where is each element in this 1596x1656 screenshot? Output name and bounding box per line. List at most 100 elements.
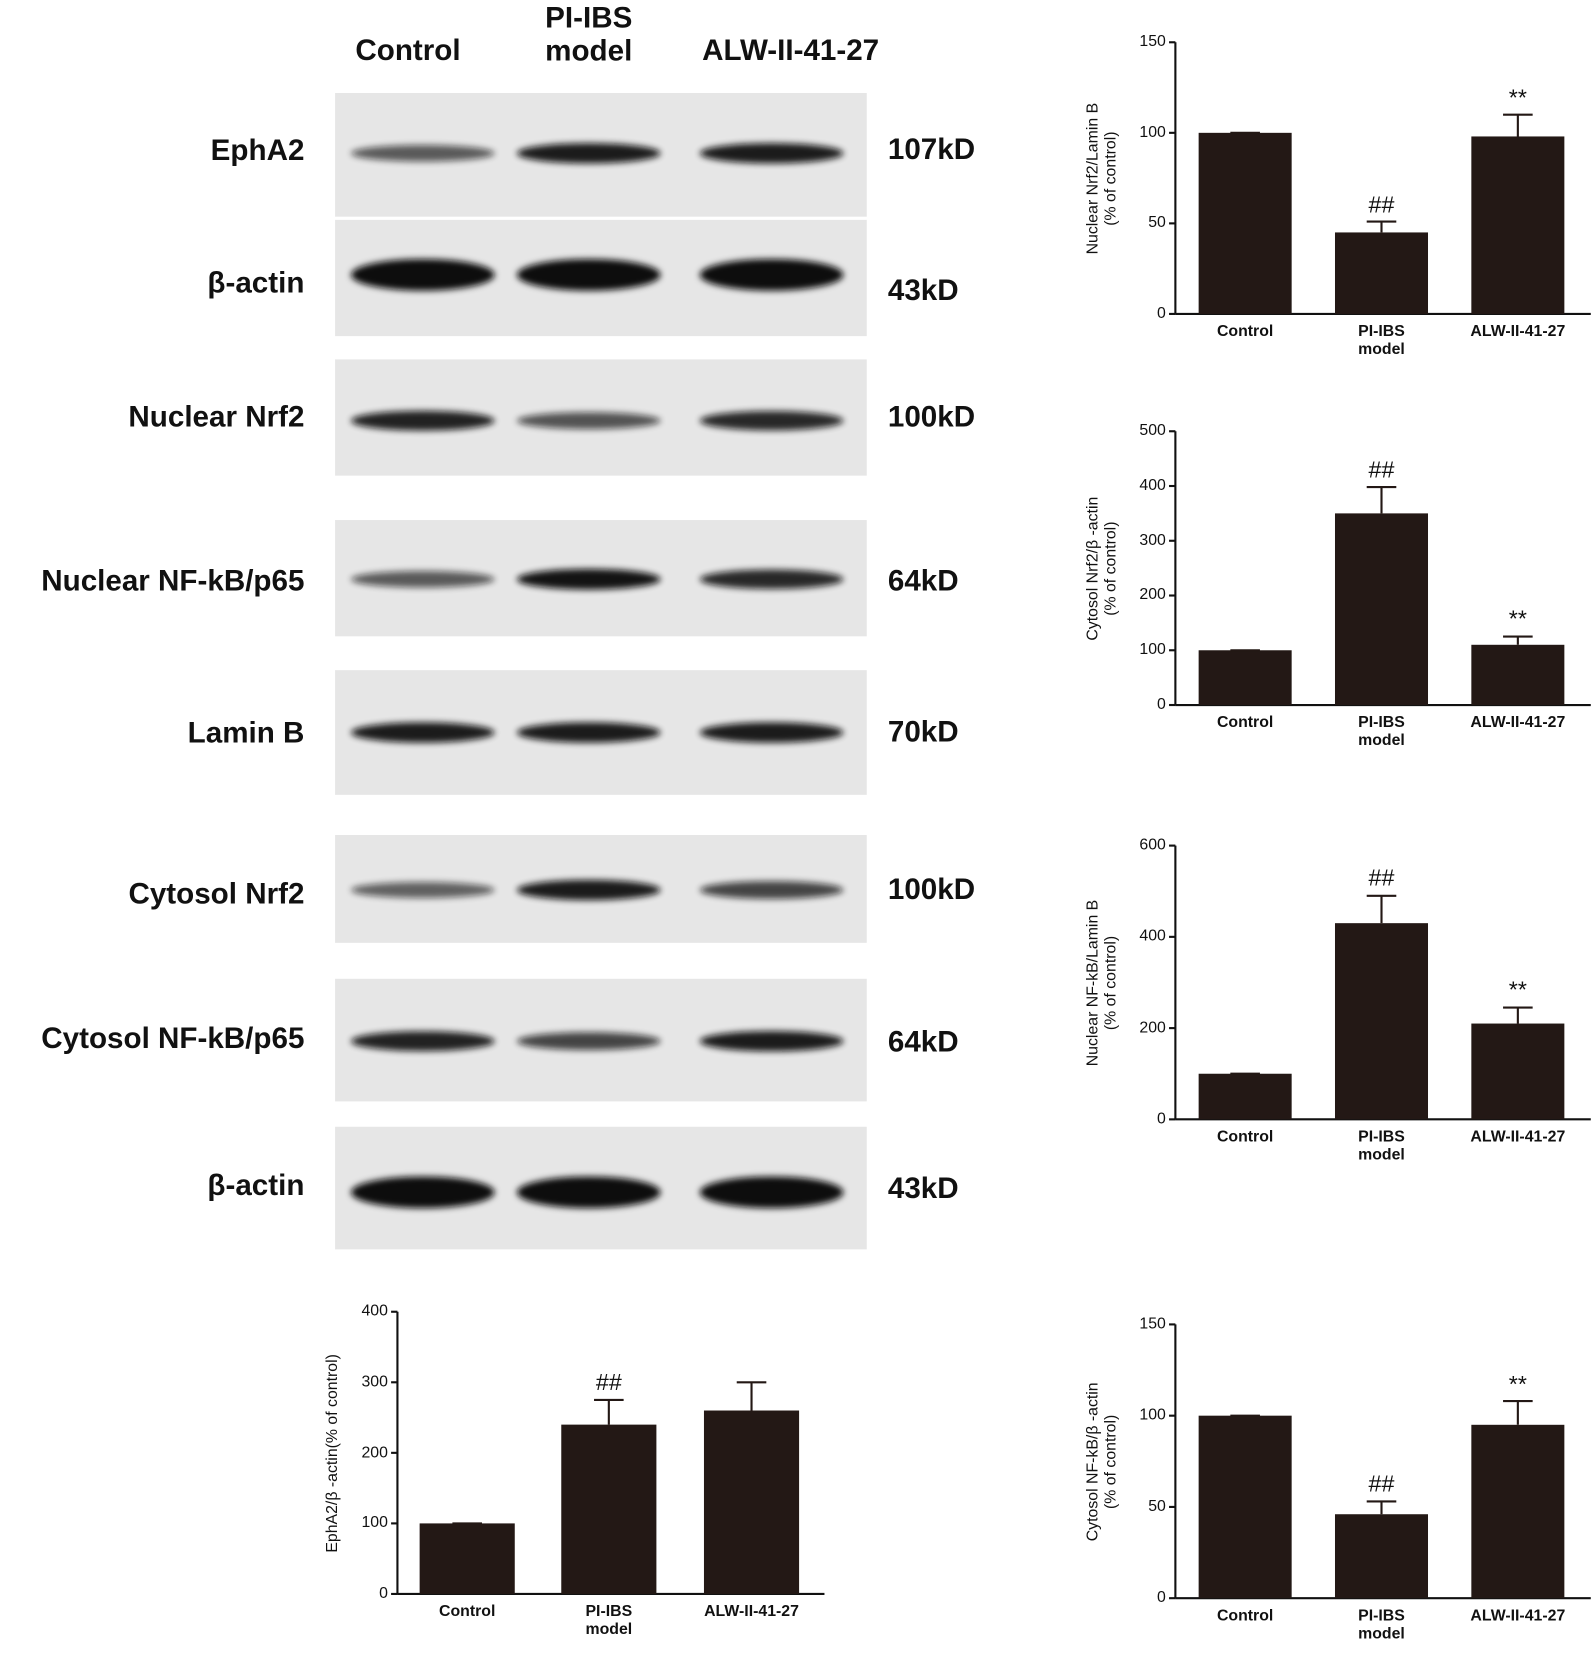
blot-band: [516, 879, 661, 901]
bar: [1334, 232, 1429, 314]
y-axis-label: Cytosol NF-kB/β -actin (% of control): [1083, 1381, 1120, 1541]
bar: [1198, 650, 1292, 706]
y-tick-label: 600: [1139, 835, 1166, 854]
protein-label: EphA2: [210, 133, 305, 167]
blot-band: [699, 1176, 844, 1209]
x-tick-label: ALW-II-41-27: [1470, 1127, 1566, 1146]
blot-band: [350, 145, 495, 162]
blot-band: [699, 143, 844, 164]
blot-band: [350, 1176, 495, 1209]
protein-label: Nuclear Nrf2: [128, 400, 305, 433]
bar: [1334, 513, 1429, 706]
y-tick-label: 50: [1148, 213, 1166, 232]
x-tick-label: Control: [439, 1602, 496, 1621]
bar: [1471, 136, 1565, 314]
y-tick-label: 100: [1139, 1405, 1166, 1424]
blot-band: [699, 569, 844, 589]
significance-label: ##: [1368, 456, 1395, 483]
x-tick-label: ALW-II-41-27: [704, 1602, 799, 1621]
x-tick-label: PI-IBS model: [1358, 713, 1405, 749]
error-bar: [736, 1381, 767, 1411]
size-label: 100kD: [887, 872, 976, 906]
x-tick-label: PI-IBS model: [585, 1602, 633, 1638]
x-tick-label: ALW-II-41-27: [1470, 322, 1566, 341]
bar: [1471, 1424, 1565, 1599]
bar: [419, 1523, 515, 1594]
significance-label: ##: [1368, 865, 1395, 892]
bar: [1471, 644, 1565, 706]
protein-label: Lamin B: [187, 716, 305, 749]
blot-band: [516, 143, 661, 164]
blot-band: [516, 568, 661, 590]
y-tick-label: 0: [1157, 304, 1166, 323]
error-bar: [1503, 113, 1533, 137]
y-tick-label: 100: [1139, 123, 1166, 142]
significance-label: **: [1508, 83, 1527, 111]
blot-band: [516, 258, 661, 291]
error-bar: [1366, 894, 1397, 924]
x-tick-label: ALW-II-41-27: [1470, 1606, 1566, 1625]
y-tick-label: 300: [361, 1372, 388, 1391]
bar: [1471, 1023, 1565, 1120]
bar: [1198, 1415, 1292, 1599]
y-tick-label: 50: [1148, 1497, 1166, 1516]
significance-label: ##: [1368, 1470, 1395, 1498]
blot-band: [516, 1032, 661, 1051]
significance-label: **: [1508, 605, 1527, 633]
error-bar: [1366, 220, 1397, 233]
error-bar: [1366, 1500, 1397, 1515]
y-tick-label: 100: [1139, 640, 1166, 659]
y-tick-label: 0: [1157, 695, 1166, 714]
bar: [561, 1424, 657, 1594]
lane-label: PI-IBS model: [545, 1, 633, 67]
y-tick-label: 400: [361, 1301, 388, 1320]
y-tick-label: 400: [1139, 476, 1166, 495]
size-label: 100kD: [887, 400, 976, 433]
protein-label: Cytosol NF-kB/p65: [41, 1021, 305, 1055]
x-tick-label: Control: [1216, 713, 1274, 732]
x-tick-label: PI-IBS model: [1358, 322, 1405, 358]
lane-label: ALW-II-41-27: [702, 33, 880, 67]
bar: [1198, 132, 1292, 314]
significance-label: **: [1508, 1370, 1527, 1397]
significance-label: ##: [1368, 190, 1395, 218]
protein-label: Nuclear NF-kB/p65: [41, 564, 305, 597]
blot-band: [699, 1030, 844, 1052]
significance-label: ##: [595, 1369, 622, 1396]
blot-band: [699, 881, 844, 899]
protein-label: Cytosol Nrf2: [128, 876, 305, 910]
lane-label: Control: [355, 33, 461, 67]
x-tick-label: Control: [1216, 322, 1274, 341]
blot-band: [516, 1176, 661, 1209]
y-tick-label: 100: [361, 1513, 388, 1532]
size-label: 43kD: [887, 273, 959, 307]
protein-label: β-actin: [207, 1168, 305, 1202]
y-tick-label: 400: [1139, 927, 1166, 946]
y-tick-label: 0: [1157, 1109, 1166, 1128]
y-tick-label: 150: [1139, 1314, 1166, 1333]
bar: [1334, 1514, 1429, 1599]
blot-band: [699, 258, 844, 291]
protein-label: β-actin: [207, 265, 305, 299]
y-axis-label: EphA2/β -actin(% of control): [323, 1353, 342, 1553]
blot-band: [699, 722, 844, 743]
size-label: 107kD: [887, 132, 976, 166]
y-axis-label: Cytosol Nrf2/β -actin (% of control): [1083, 496, 1120, 641]
y-axis-label: Nuclear Nrf2/Lamin B (% of control): [1083, 102, 1120, 254]
blot-band: [699, 410, 844, 431]
error-bar: [594, 1398, 624, 1425]
y-tick-label: 200: [361, 1443, 388, 1462]
y-tick-label: 500: [1139, 421, 1166, 440]
y-tick-label: 300: [1139, 530, 1166, 549]
blot-band: [350, 570, 495, 588]
y-tick-label: 200: [1139, 1018, 1166, 1037]
y-tick-label: 0: [379, 1584, 388, 1603]
error-bar: [1503, 635, 1533, 645]
error-bar: [1366, 486, 1397, 514]
y-tick-label: 200: [1139, 585, 1166, 604]
error-bar: [1503, 1006, 1533, 1024]
y-tick-label: 0: [1157, 1588, 1166, 1607]
blot-band: [350, 258, 495, 291]
